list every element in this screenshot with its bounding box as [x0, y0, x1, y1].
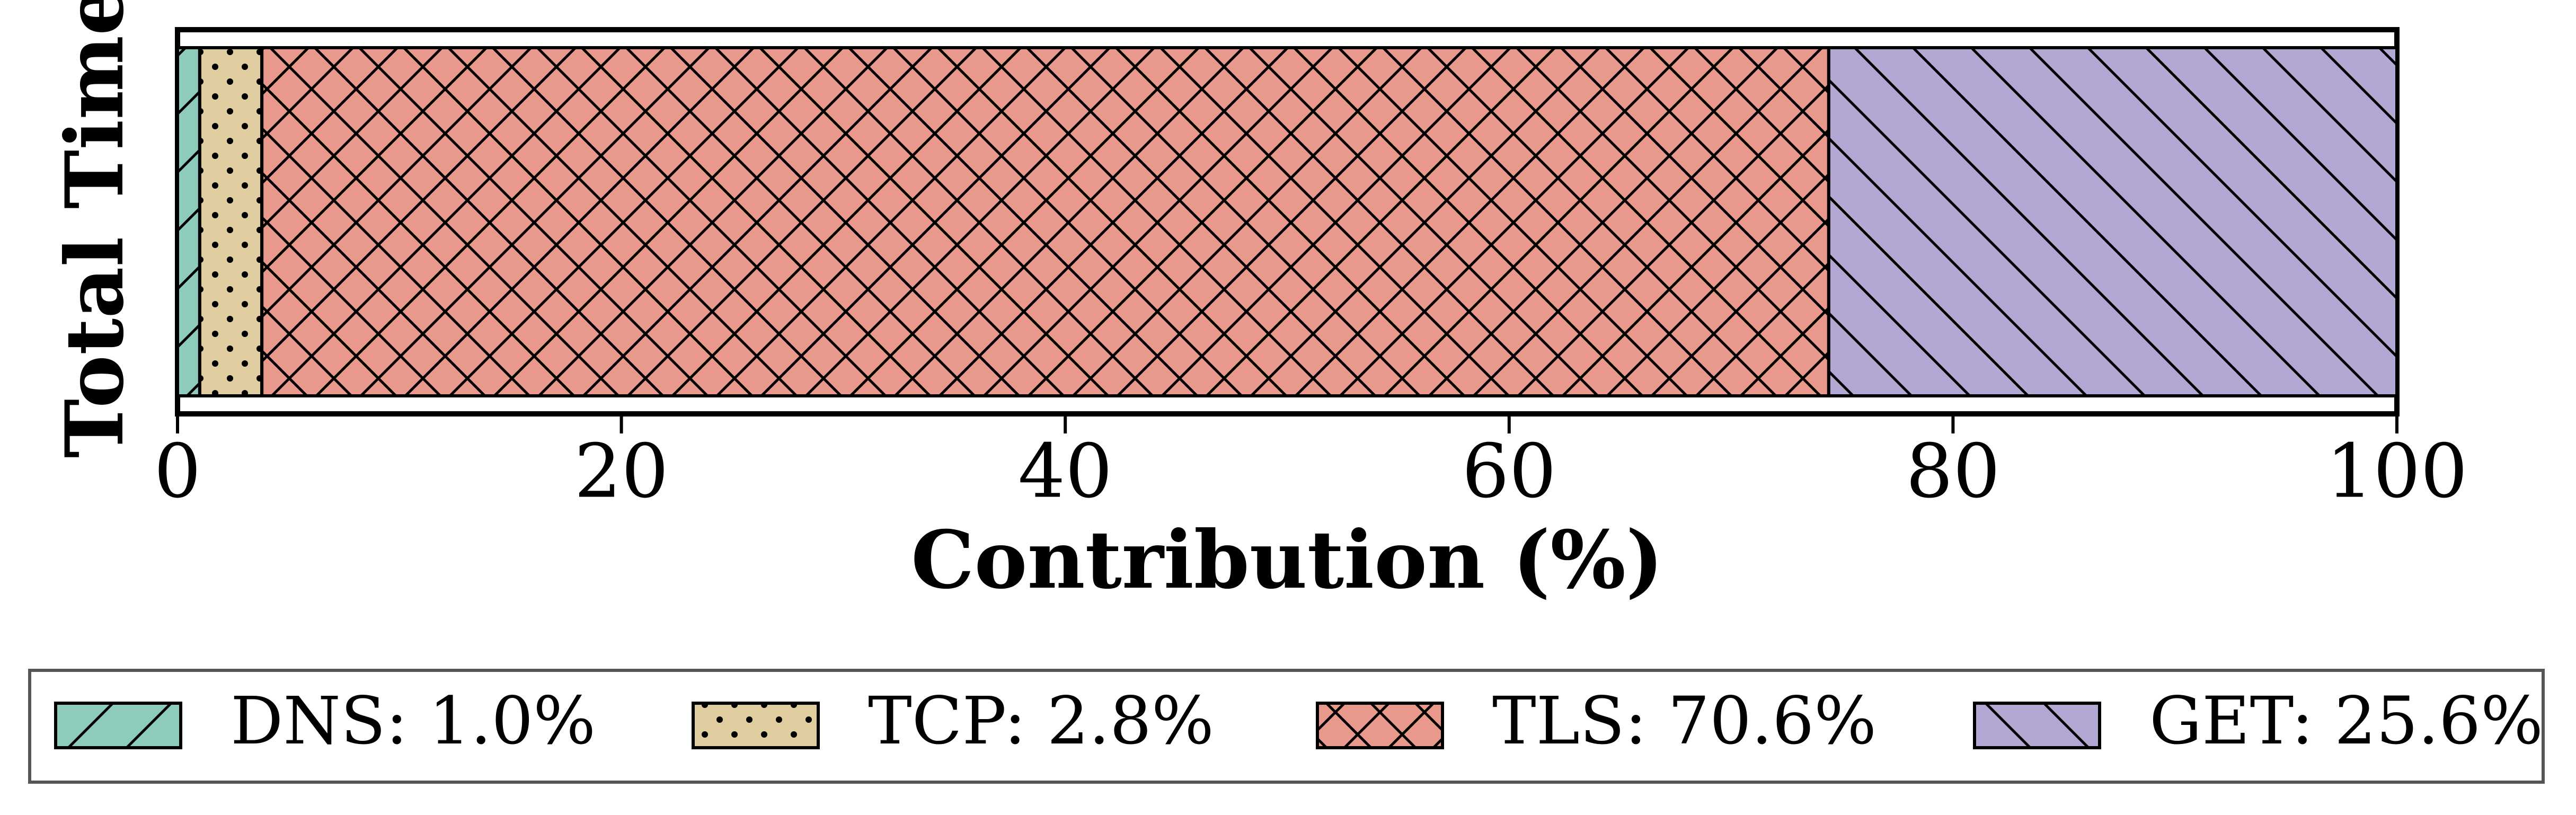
x-axis-label: Contribution (%) [911, 513, 1663, 607]
legend-swatch [1316, 702, 1444, 749]
x-tick-label: 80 [1906, 429, 2000, 515]
bar-segment [1827, 46, 2399, 397]
y-axis-label: Total Time [48, 0, 141, 458]
bar-segment [176, 46, 201, 397]
x-tick-label: 40 [1018, 429, 1112, 515]
x-tick-label: 60 [1462, 429, 1556, 515]
bar-segment [260, 46, 1830, 397]
legend-swatch [54, 702, 182, 749]
legend-box [28, 669, 2545, 784]
legend-swatch [692, 702, 820, 749]
x-tick-label: 20 [574, 429, 669, 515]
legend-label: TLS: 70.6% [1492, 683, 1876, 759]
legend-label: DNS: 1.0% [231, 683, 596, 759]
legend-label: TCP: 2.8% [868, 683, 1214, 759]
bar-segment [198, 46, 264, 397]
x-tick-label: 100 [2326, 429, 2467, 515]
legend-label: GET: 25.6% [2149, 683, 2543, 759]
legend-swatch [1973, 702, 2101, 749]
x-tick-label: 0 [154, 429, 201, 515]
